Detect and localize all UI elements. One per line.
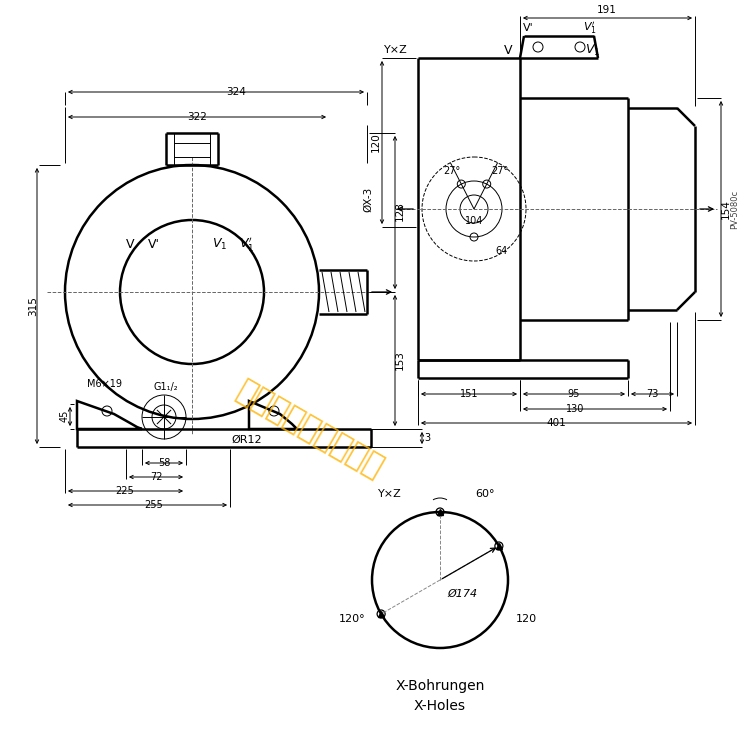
- Text: G1₁/₂: G1₁/₂: [153, 382, 178, 392]
- Text: 225: 225: [116, 486, 135, 496]
- Text: 401: 401: [546, 418, 566, 428]
- Text: V: V: [126, 238, 134, 250]
- Text: 27°: 27°: [491, 166, 509, 176]
- Text: 72: 72: [150, 472, 162, 482]
- Text: 120°: 120°: [339, 614, 365, 624]
- Text: 153: 153: [395, 350, 405, 370]
- Text: 95: 95: [568, 389, 580, 399]
- Text: X-Holes: X-Holes: [414, 699, 466, 713]
- Text: 73: 73: [646, 389, 658, 399]
- Text: 60°: 60°: [475, 489, 494, 499]
- Text: $V_1'$: $V_1'$: [583, 20, 597, 36]
- Text: 151: 151: [460, 389, 478, 399]
- Text: 北京美其乐机电设备: 北京美其乐机电设备: [232, 376, 388, 483]
- Text: M6×19: M6×19: [87, 379, 122, 389]
- Text: Y×Z: Y×Z: [384, 45, 408, 55]
- Text: 120: 120: [515, 614, 536, 624]
- Text: ØR12: ØR12: [232, 435, 263, 445]
- Text: 27°: 27°: [444, 166, 461, 176]
- Text: 255: 255: [144, 500, 163, 510]
- Text: $V_1$: $V_1$: [212, 237, 227, 252]
- Text: 315: 315: [28, 296, 38, 316]
- Text: 324: 324: [226, 87, 246, 97]
- Text: 322: 322: [187, 112, 207, 122]
- Text: Ø174: Ø174: [447, 589, 477, 599]
- Text: $V_1'$: $V_1'$: [239, 235, 254, 253]
- Text: 154: 154: [721, 199, 731, 219]
- Text: $V_1$: $V_1$: [586, 43, 601, 58]
- Text: PV-5080c: PV-5080c: [731, 190, 740, 229]
- Text: 191: 191: [597, 5, 617, 15]
- Text: 3: 3: [424, 433, 430, 443]
- Text: 120: 120: [371, 132, 381, 152]
- Text: 64: 64: [496, 246, 508, 256]
- Text: V': V': [523, 23, 533, 33]
- Text: 58: 58: [158, 458, 171, 468]
- Text: 130: 130: [565, 404, 584, 414]
- Text: V: V: [503, 43, 512, 57]
- Text: Y×Z: Y×Z: [378, 489, 402, 499]
- Text: X-Bohrungen: X-Bohrungen: [395, 679, 485, 693]
- Text: 104: 104: [465, 216, 483, 226]
- Text: 45: 45: [60, 410, 70, 422]
- Text: ØX-3: ØX-3: [363, 186, 373, 211]
- Text: V': V': [148, 238, 160, 250]
- Text: 128: 128: [395, 201, 405, 221]
